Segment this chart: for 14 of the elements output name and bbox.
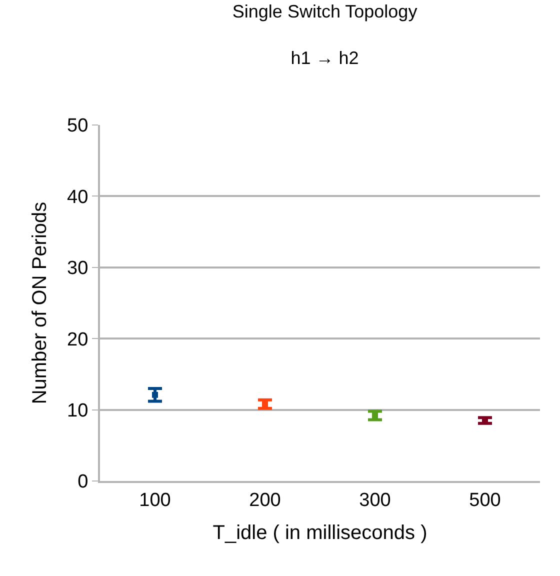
y-tick-label: 0 — [78, 472, 88, 493]
x-axis-title: T_idle ( in milliseconds ) — [212, 522, 428, 544]
y-tick-label: 10 — [67, 400, 88, 422]
y-tick-label: 50 — [67, 116, 88, 137]
chart-title: Single Switch Topology — [232, 1, 418, 22]
y-tick-label: 30 — [67, 258, 88, 280]
x-tick-label: 200 — [249, 490, 281, 511]
chart-subtitle: h1 → h2 — [290, 48, 359, 68]
x-tick-label: 100 — [139, 490, 171, 511]
y-axis-title: Number of ON Periods — [29, 202, 52, 404]
x-tick-label: 300 — [359, 490, 391, 511]
x-tick-label: 500 — [469, 490, 501, 511]
y-tick-label: 20 — [67, 329, 88, 350]
y-tick-label: 40 — [67, 186, 88, 208]
